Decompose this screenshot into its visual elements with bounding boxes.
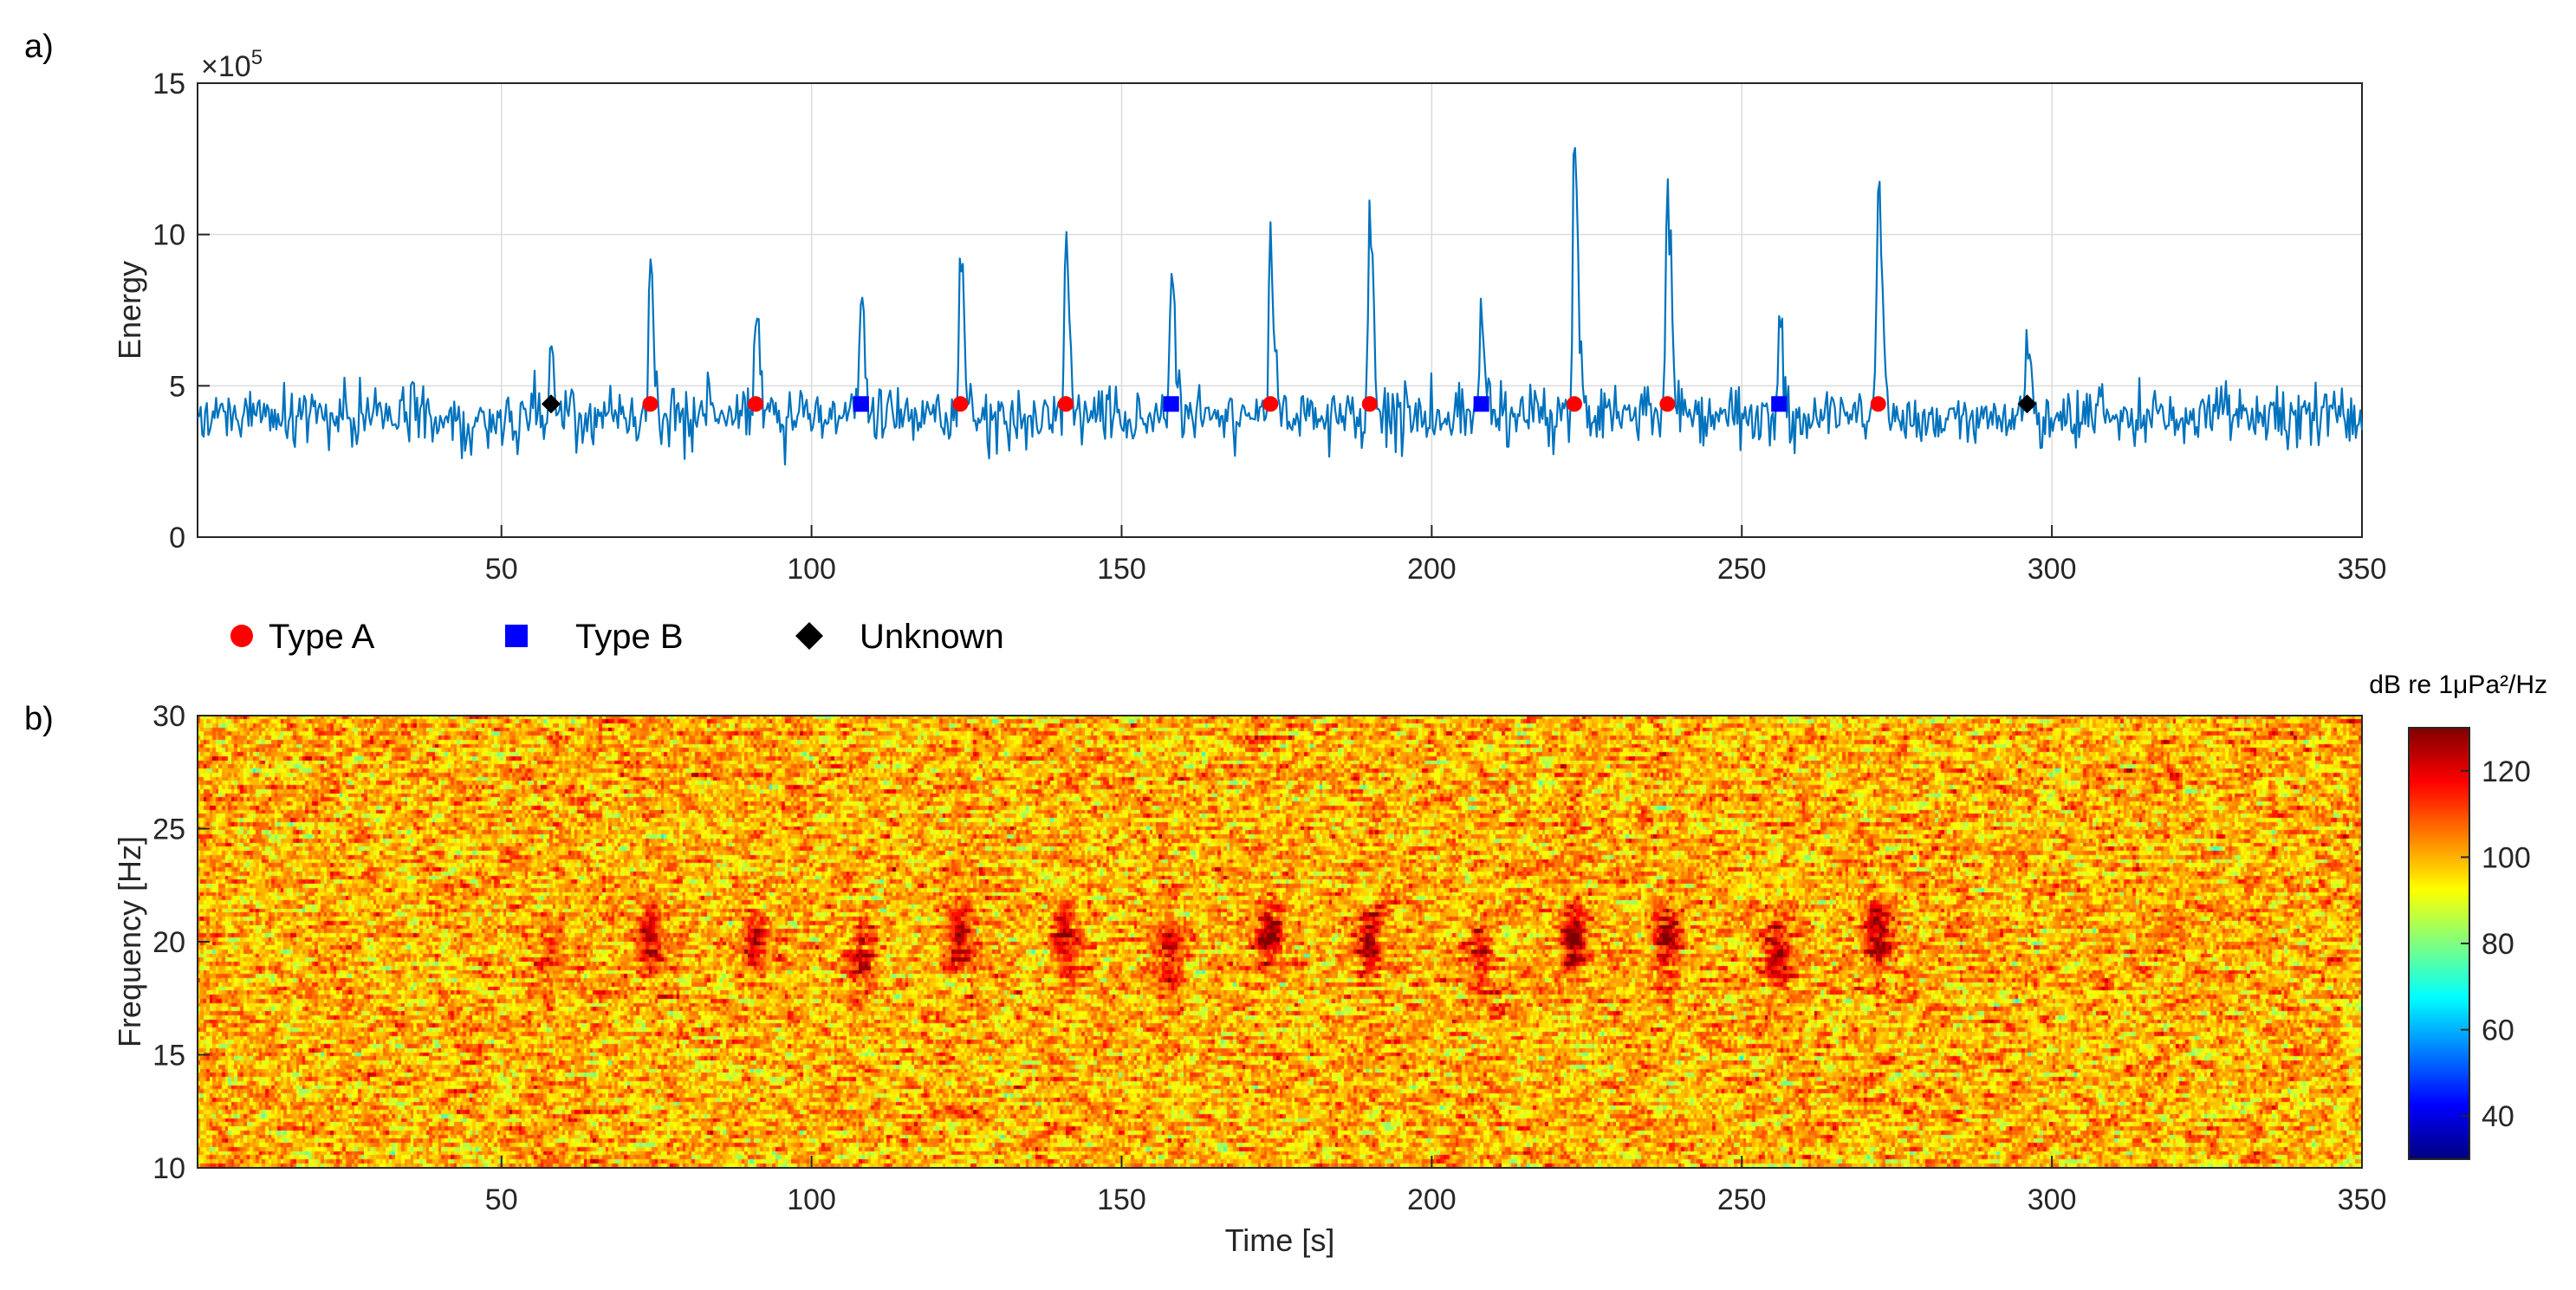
panel-a-ytick-label: 15 [152,68,185,100]
panel-b-xtick-label: 50 [485,1183,518,1216]
type-a-marker [748,396,764,412]
panel-a-xtick-label: 50 [485,553,518,586]
colorbar-tick-label: 120 [2482,755,2531,788]
type-a-marker [1566,396,1582,412]
panel-a-ytick-label: 10 [152,219,185,252]
type-a-marker [1361,396,1378,412]
type-b-marker [853,396,869,412]
panel-b-xtick-label: 200 [1407,1183,1457,1216]
energy-series-line [197,146,2364,466]
panel-b-ytick-label: 25 [152,814,185,846]
panel-a-label: a) [24,29,54,65]
panel-b-xlabel: Time [s] [1225,1222,1335,1258]
spectrogram-container [198,716,2362,1168]
panel-a-grid [198,82,2363,538]
legend-type-b-marker [505,625,528,647]
legend-type-a-marker [230,625,253,647]
panel-b-label: b) [24,701,54,737]
legend-unknown-label: Unknown [860,618,1004,656]
colorbar-title: dB re 1μPa²/Hz [2369,671,2547,699]
panel-a-axes-box [197,82,2363,538]
panel-a-xtick-label: 250 [1717,553,1767,586]
legend-unknown-marker [795,622,823,650]
colorbar-tick-label: 100 [2482,841,2531,874]
type-a-marker [1659,396,1676,412]
type-b-marker [1771,396,1788,412]
colorbar-gradient [2409,728,2469,1159]
panel-a-ticks: 50 100 150 200 250 300 350 0 5 10 15 [152,68,2386,586]
panel-b-xtick-label: 350 [2338,1183,2387,1216]
panel-a-ylabel: Energy [112,261,147,360]
panel-a-ytick-label: 0 [169,522,185,554]
panel-a-xtick-label: 100 [787,553,836,586]
panel-b-xtick-label: 100 [787,1183,836,1216]
colorbar-tick-label: 60 [2482,1014,2514,1047]
type-a-marker [642,396,659,412]
type-b-marker [1473,396,1489,412]
type-a-marker [1870,396,1886,412]
unknown-marker [2017,394,2037,414]
colorbar-container [2409,728,2469,1159]
type-a-marker [952,396,969,412]
colorbar-ticks: 40 60 80 100 120 [2461,755,2531,1133]
panel-a-xtick-label: 150 [1097,553,1146,586]
panel-b-ticks: 50 100 150 200 250 300 350 10 15 20 25 30 [152,700,2386,1216]
type-a-marker [1262,396,1279,412]
type-a-marker [1058,396,1074,412]
panel-b-xtick-label: 150 [1097,1183,1146,1216]
panel-a-xtick-label: 300 [2028,553,2077,586]
panel-b-ytick-label: 10 [152,1152,185,1185]
panel-a-markers [541,394,2037,414]
unknown-marker [541,394,561,414]
panel-b-ylabel: Frequency [Hz] [112,836,147,1047]
panel-b-ytick-label: 15 [152,1040,185,1073]
panel-b-xtick-label: 250 [1717,1183,1767,1216]
y-exponent-label: ×105 [201,46,263,83]
panel-b-ytick-label: 20 [152,926,185,959]
panel-a-xtick-label: 350 [2338,553,2387,586]
panel-a-ytick-label: 5 [169,370,185,403]
legend: Type A Type B Unknown [230,618,1004,656]
legend-type-b-label: Type B [575,618,684,656]
type-b-marker [1163,396,1179,412]
colorbar-tick-label: 40 [2482,1100,2514,1133]
panel-b-xtick-label: 300 [2028,1183,2077,1216]
legend-type-a-label: Type A [269,618,375,656]
panel-a-xtick-label: 200 [1407,553,1457,586]
spectrogram-image [198,716,2362,1168]
colorbar-tick-label: 80 [2482,928,2514,961]
panel-b-ytick-label: 30 [152,700,185,733]
